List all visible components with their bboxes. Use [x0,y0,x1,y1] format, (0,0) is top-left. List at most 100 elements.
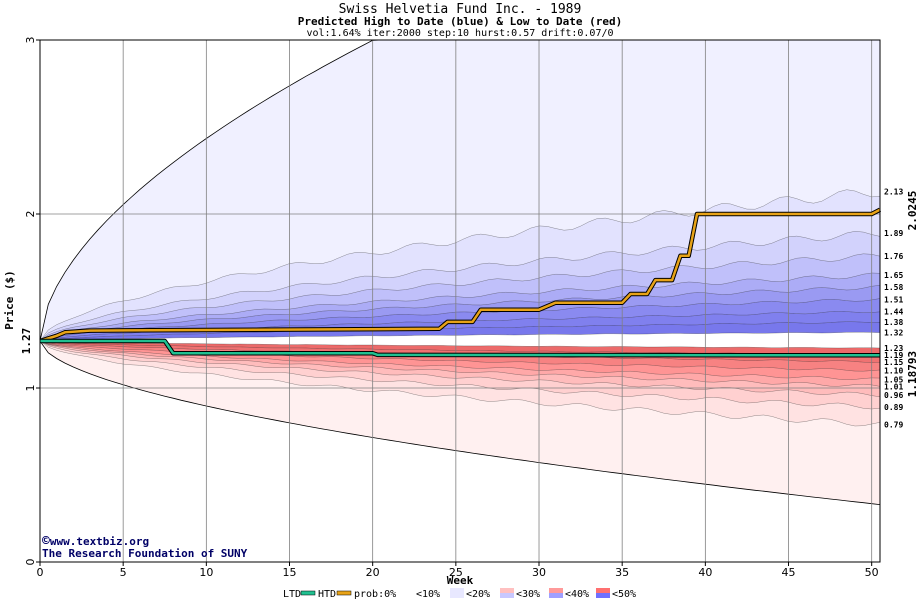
band-level-label-0.96: 0.96 [884,391,903,400]
band-level-label-2.13: 2.13 [884,187,903,196]
band-high-7 [40,231,880,341]
x-tick-label-15: 15 [283,566,297,579]
band-high-6 [40,253,880,341]
ltd-final-label: 1.18793 [906,351,919,397]
y-axis-title: Price ($) [3,270,16,330]
y-tick-label-3: 3 [24,37,37,44]
probability-bands [39,40,881,505]
series-lines [39,207,882,358]
legend-swatch-0 [396,588,406,598]
band-level-label-1.23: 1.23 [884,344,903,353]
band-line-high-1 [39,321,881,342]
x-tick-label-45: 45 [782,566,796,579]
band-level-label-1.76: 1.76 [884,252,903,261]
band-level-label-1.58: 1.58 [884,283,903,292]
legend-item-30: <30% [516,589,540,600]
legend-item-40: <40% [565,589,589,600]
x-tick-label-25: 25 [449,566,463,579]
y-tick-labels: 0 1 2 3 [24,37,40,566]
band-level-label-1.19: 1.19 [884,351,903,360]
chart-params: vol:1.64% iter:2000 step:10 hurst:0.57 d… [306,28,613,39]
band-line-high-8 [39,189,881,342]
band-low-outer [40,341,880,505]
start-price-label: 1.27 [20,328,33,355]
band-level-label-1.65: 1.65 [884,271,903,280]
legend-ltd-label: LTD [283,589,301,600]
band-line-low-7 [39,340,881,410]
legend-htd-label: HTD [318,589,336,600]
copyright-symbol: © [42,534,50,549]
legend-swatch-30b [549,593,563,598]
credit-org: The Research Foundation of SUNY [42,547,248,560]
legend-swatch-20b [500,593,514,598]
band-high-outer [40,40,880,341]
band-low-8 [40,341,880,426]
band-low-center [40,341,880,348]
band-level-label-1.15: 1.15 [884,358,903,367]
x-tick-labels: 0 5 10 15 20 25 30 35 40 45 50 [37,562,879,579]
legend-swatch-10 [450,588,464,598]
band-low-6 [40,341,880,397]
band-line-low-0 [39,340,881,349]
band-line-high-7 [39,231,881,342]
legend-ltd-swatch [300,590,316,596]
credit-url-text: www.textbiz.org [50,535,149,548]
band-line-high-4 [39,285,881,342]
band-low-5 [40,341,880,387]
band-level-label-1.89: 1.89 [884,229,903,238]
band-low-1 [40,341,880,356]
band-level-label-0.79: 0.79 [884,421,903,430]
x-tick-label-20: 20 [366,566,380,579]
band-line-high-6 [39,253,881,342]
band-level-labels: 2.13 1.89 1.76 1.65 1.58 1.51 1.44 1.381.32 1.23… [884,187,903,429]
y-tick-label-2: 2 [24,211,37,218]
htd-final-label: 2.0245 [906,191,919,231]
band-high-1 [40,321,880,341]
y-tick-label-1: 1 [24,385,37,392]
band-level-label-1.51: 1.51 [884,295,903,304]
band-level-label-1.44: 1.44 [884,307,903,316]
x-tick-label-0: 0 [37,566,44,579]
band-high-2 [40,311,880,341]
x-tick-label-50: 50 [865,566,879,579]
chart-title: Swiss Helvetia Fund Inc. - 1989 [339,2,582,17]
band-line-high-0 [39,332,881,342]
band-high-center [40,332,880,341]
x-tick-label-10: 10 [199,566,213,579]
band-line-low-5 [39,340,881,387]
series-htd-line [39,208,881,343]
band-level-label-1.38: 1.38 [884,318,903,327]
chart-subtitle: Predicted High to Date (blue) & Low to D… [298,15,623,28]
band-level-label-1.05: 1.05 [884,375,903,384]
band-level-label-0.89: 0.89 [884,403,903,412]
legend: LTD HTD prob:0% <10% <20% <30% <40% <50% [283,588,636,600]
band-high-4 [40,285,880,341]
envelope-lower [39,340,881,505]
x-tick-label-30: 30 [532,566,546,579]
band-level-label-1.01: 1.01 [884,382,903,391]
legend-item-10: <10% [416,589,440,600]
band-line-low-6 [39,340,881,397]
y-tick-label-0: 0 [24,559,37,566]
legend-htd-swatch [336,590,352,596]
band-low-7 [40,341,880,409]
band-line-low-8 [39,340,881,427]
x-tick-label-35: 35 [615,566,629,579]
x-tick-label-5: 5 [120,566,127,579]
band-high-5 [40,273,880,341]
x-axis-title: Week [447,574,474,587]
band-line-high-5 [39,272,881,342]
legend-prob-label: prob:0% [354,589,396,600]
band-line-high-3 [39,298,881,342]
band-level-label-1.10: 1.10 [884,367,903,376]
legend-swatch-40b [596,593,610,598]
band-level-label-1.32: 1.32 [884,328,903,337]
series-ltd-line [40,339,881,357]
credit-url: ©www.textbiz.org [42,534,149,549]
legend-item-20: <20% [466,589,490,600]
plot-frame [39,39,881,563]
x-tick-label-40: 40 [698,566,712,579]
band-high-8 [40,189,880,341]
legend-item-50: <50% [612,589,636,600]
